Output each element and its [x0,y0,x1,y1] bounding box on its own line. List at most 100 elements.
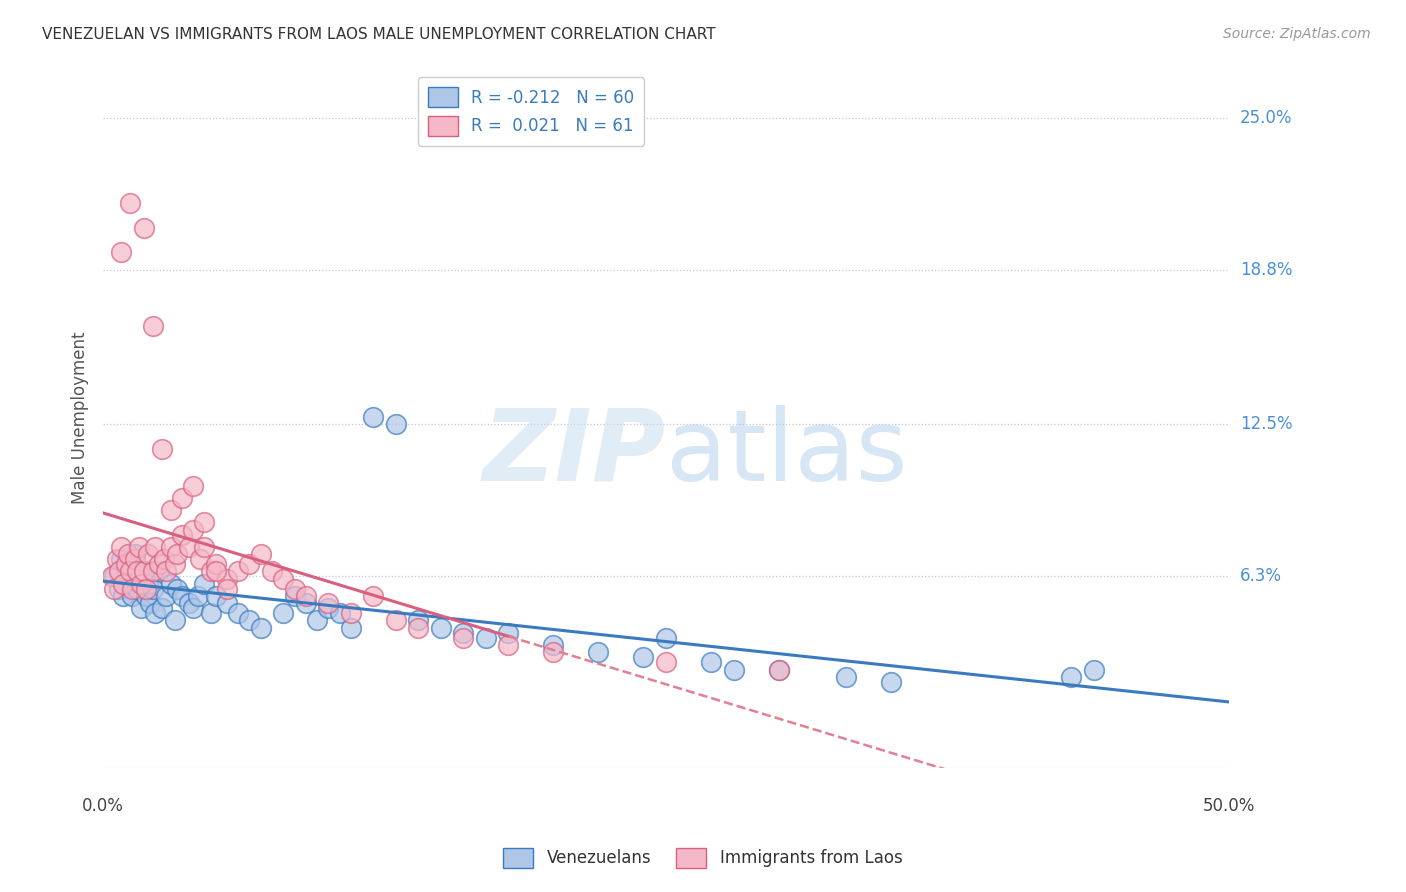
Point [655,631,678,645]
Point [200,565,222,579]
Point [1083,663,1105,677]
Point [408,621,430,635]
Point [204,589,226,603]
Point [142,319,165,334]
Point [120,196,142,211]
Point [226,606,249,620]
Point [142,582,165,596]
Point [177,596,200,610]
Point [112,576,135,591]
Point [260,565,283,579]
Text: ZIP: ZIP [484,405,666,501]
Point [193,576,215,591]
Y-axis label: Male Unemployment: Male Unemployment [72,332,89,504]
Point [103,569,125,583]
Point [177,540,200,554]
Point [165,557,187,571]
Point [408,614,430,628]
Point [543,638,565,652]
Point [204,557,226,571]
Point [363,589,385,603]
Point [143,606,166,620]
Legend: Venezuelans, Immigrants from Laos: Venezuelans, Immigrants from Laos [496,841,910,875]
Point [339,606,361,620]
Point [148,557,170,571]
Point [328,606,350,620]
Point [453,625,475,640]
Point [181,478,204,492]
Point [139,596,162,610]
Point [155,589,177,603]
Point [135,582,157,596]
Point [588,645,610,659]
Point [117,576,139,591]
Point [121,582,143,596]
Point [339,621,361,635]
Point [430,621,453,635]
Point [132,565,155,579]
Point [880,674,903,689]
Point [131,601,153,615]
Point [132,565,155,579]
Legend: R = -0.212   N = 60, R =  0.021   N = 61: R = -0.212 N = 60, R = 0.021 N = 61 [418,77,644,146]
Point [153,552,176,566]
Point [112,589,135,603]
Point [543,645,565,659]
Point [142,565,165,579]
Point [200,606,222,620]
Point [143,540,166,554]
Point [181,523,204,537]
Point [1060,670,1083,684]
Point [148,565,170,579]
Point [193,540,215,554]
Point [187,589,209,603]
Point [128,540,150,554]
Point [135,589,157,603]
Point [700,655,723,669]
Point [166,547,188,561]
Text: atlas: atlas [666,405,908,501]
Point [128,572,150,586]
Point [193,516,215,530]
Point [170,589,193,603]
Text: 50.0%: 50.0% [1202,797,1256,815]
Point [114,557,136,571]
Point [117,547,139,561]
Point [498,638,520,652]
Point [136,547,159,561]
Point [159,540,181,554]
Point [305,614,328,628]
Text: 6.3%: 6.3% [1240,567,1282,585]
Point [181,601,204,615]
Point [204,565,226,579]
Point [121,589,143,603]
Point [271,606,294,620]
Point [108,582,131,596]
Point [316,601,339,615]
Point [283,589,305,603]
Point [188,552,211,566]
Point [215,582,238,596]
Text: 12.5%: 12.5% [1240,415,1292,434]
Point [170,527,193,541]
Text: 25.0%: 25.0% [1240,109,1292,127]
Point [124,552,146,566]
Point [110,540,132,554]
Text: VENEZUELAN VS IMMIGRANTS FROM LAOS MALE UNEMPLOYMENT CORRELATION CHART: VENEZUELAN VS IMMIGRANTS FROM LAOS MALE … [42,27,716,42]
Point [475,631,498,645]
Point [283,582,305,596]
Point [271,572,294,586]
Point [125,565,148,579]
Point [170,491,193,505]
Text: Source: ZipAtlas.com: Source: ZipAtlas.com [1223,27,1371,41]
Point [124,547,146,561]
Point [150,442,173,456]
Point [114,565,136,579]
Point [110,552,132,566]
Point [294,596,316,610]
Point [249,547,271,561]
Point [159,576,181,591]
Point [215,572,238,586]
Point [633,650,655,665]
Point [453,631,475,645]
